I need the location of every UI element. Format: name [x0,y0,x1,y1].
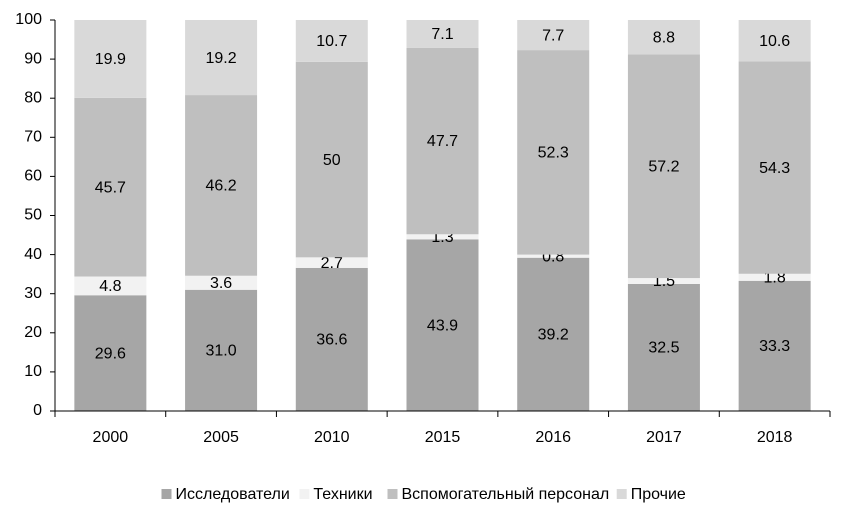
data-label: 57.2 [648,158,679,175]
bar-segment [74,295,147,411]
bar-segment [295,257,368,268]
legend-swatch [299,489,310,499]
data-label: 43.9 [427,317,458,334]
bar-segment [185,20,258,96]
bar-segment [406,47,479,235]
data-label: 36.6 [316,332,347,349]
data-label: 2.7 [321,255,343,272]
legend-swatch [161,489,172,499]
data-label: 52.3 [538,145,569,162]
data-label: 54.3 [759,160,790,177]
y-tick-label: 50 [24,207,42,224]
bar-segment [74,97,147,277]
bar-segment [74,276,147,296]
data-label: 29.6 [95,345,126,362]
legend-label: Техники [313,486,372,503]
x-tick-label: 2017 [646,429,682,446]
bar-segment [627,54,700,279]
data-label: 46.2 [206,178,237,195]
bar-segment [517,257,590,411]
bar-segment [738,280,811,411]
bar-segment [517,50,590,255]
x-tick-label: 2015 [425,429,461,446]
legend-label: Исследователи [176,486,290,503]
y-tick-label: 10 [24,363,42,380]
data-label: 7.1 [431,26,453,43]
x-tick-label: 2018 [757,429,793,446]
data-label: 39.2 [538,327,569,344]
data-label: 8.8 [653,29,675,46]
bar-segment [738,20,811,62]
bar-segment [517,254,590,258]
bar-segment [295,61,368,258]
bar-segment [627,20,700,55]
y-tick-label: 30 [24,285,42,302]
bar-segment [627,283,700,411]
x-tick-label: 2005 [203,429,239,446]
bar-segment [185,95,258,276]
data-label: 33.3 [759,338,790,355]
data-label: 4.8 [99,278,121,295]
data-label: 32.5 [648,340,679,357]
data-label: 31.0 [206,343,237,360]
bar-segment [185,289,258,411]
y-tick-label: 70 [24,129,42,146]
y-tick-label: 40 [24,246,42,263]
legend-swatch [387,489,398,499]
x-tick-label: 2000 [93,429,129,446]
data-label: 3.6 [210,275,232,292]
x-tick-label: 2010 [314,429,350,446]
legend-label: Вспомогательный персонал [402,486,610,503]
bar-segment [185,275,258,290]
y-tick-label: 100 [15,11,42,28]
bar-segment [295,267,368,411]
bar-segment [738,61,811,274]
y-tick-label: 20 [24,324,42,341]
data-label: 10.6 [759,33,790,50]
x-tick-label: 2016 [535,429,571,446]
data-label: 7.7 [542,27,564,44]
data-label: 45.7 [95,179,126,196]
legend-swatch [616,489,627,499]
bar-segment [406,234,479,240]
y-tick-label: 0 [33,402,42,419]
data-label: 47.7 [427,133,458,150]
y-tick-label: 90 [24,50,42,67]
legend-label: Прочие [631,486,686,503]
bar-segment [74,20,147,98]
data-label: 10.7 [316,33,347,50]
data-label: 19.9 [95,51,126,68]
data-label: 50 [323,152,341,169]
bar-segment [738,273,811,281]
bar-segment [406,239,479,411]
y-tick-label: 80 [24,89,42,106]
bar-segment [406,20,479,48]
bar-segment [295,20,368,62]
y-tick-label: 60 [24,168,42,185]
bar-segment [627,278,700,284]
bar-segment [517,20,590,51]
data-label: 19.2 [206,50,237,67]
